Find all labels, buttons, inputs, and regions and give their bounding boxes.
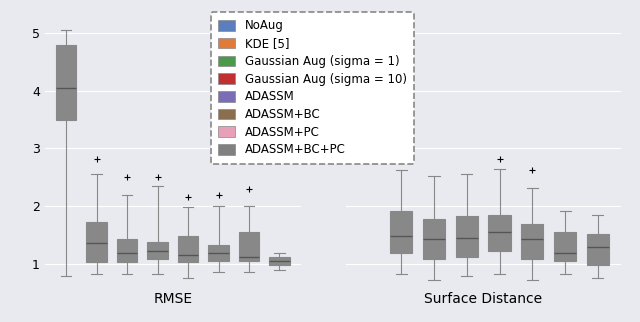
X-axis label: RMSE: RMSE [153, 292, 193, 306]
PathPatch shape [178, 236, 198, 262]
PathPatch shape [554, 232, 576, 261]
X-axis label: Surface Distance: Surface Distance [424, 292, 542, 306]
PathPatch shape [390, 211, 412, 253]
PathPatch shape [488, 215, 511, 251]
PathPatch shape [147, 242, 168, 259]
Legend: NoAug, KDE [5], Gaussian Aug (sigma = 1), Gaussian Aug (sigma = 10), ADASSM, ADA: NoAug, KDE [5], Gaussian Aug (sigma = 1)… [211, 12, 414, 164]
PathPatch shape [587, 234, 609, 265]
PathPatch shape [456, 216, 478, 257]
PathPatch shape [423, 219, 445, 259]
PathPatch shape [56, 45, 77, 120]
PathPatch shape [357, 68, 380, 151]
PathPatch shape [116, 239, 138, 262]
PathPatch shape [208, 245, 229, 261]
PathPatch shape [239, 232, 259, 261]
PathPatch shape [86, 222, 107, 262]
PathPatch shape [521, 224, 543, 259]
PathPatch shape [269, 257, 290, 265]
